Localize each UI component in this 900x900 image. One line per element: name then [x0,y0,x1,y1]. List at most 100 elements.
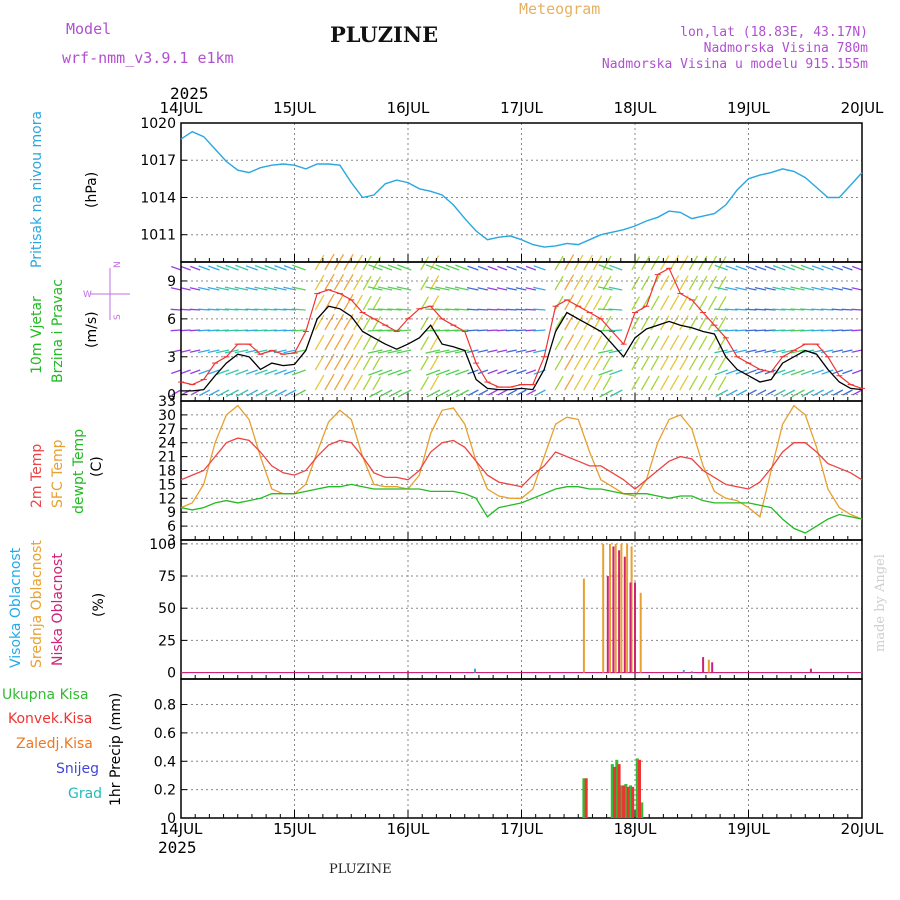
wind-arrow [669,354,680,371]
wind-arrow [800,369,815,376]
wind-arrow [467,265,479,271]
wind-arrow [679,255,689,271]
total-precip-bar [582,778,586,818]
wind-arrow [198,369,210,375]
wind-arrow [650,315,660,331]
wind-arrow [434,308,450,311]
temp-grid [180,400,863,541]
wind-arrow [515,308,527,311]
wind-arrow [255,389,268,397]
temp-ytick-label: 33 [158,394,176,410]
wind-arrow [265,389,278,397]
wind-arrow [650,355,660,371]
wind-arrow [707,295,718,311]
wind-arrow [254,349,268,354]
wind-arrow [198,265,210,271]
precip-label-graupel: Grad [68,786,103,802]
model-label: Model [66,20,112,38]
pressure-ytick-label: 1011 [140,228,176,244]
wind-arrow [554,355,564,371]
wind-arrow [170,349,182,353]
wind-arrow [800,286,815,291]
wind-arrow [841,329,853,332]
wind-arrow [842,265,853,271]
low_cloud-bar [629,582,632,673]
wind-arrow [497,389,508,396]
wind-arrow [477,287,489,291]
wind-arrow [698,275,708,291]
wind-arrow [631,356,641,371]
wind-arrow [564,334,575,351]
wind-arrow [291,329,306,332]
wind-arrow [397,389,412,398]
wind-arrow [235,389,249,397]
wind-arrow [602,255,612,271]
wind-arrow [592,375,603,391]
wind-arrow [525,349,537,353]
wind-arrow [435,264,450,271]
temp-ytick-label: 12 [158,491,176,507]
wind-arrow [573,354,584,371]
wind-arrow [554,315,564,331]
wind-arrow [444,329,460,332]
wind-arrow [387,286,402,291]
compass-rose-icon: N S W E [83,261,130,320]
wind-arrow [592,355,603,371]
wind-arrow [170,308,182,311]
wind-arrow [425,264,441,271]
wind-arrow [640,315,651,331]
wind-arrow [772,349,786,354]
wind-arrow [429,375,440,391]
wind-arrow [790,349,805,354]
wind-arrow [436,389,450,398]
wind-arrow [224,286,239,291]
wind-arrow [851,265,863,271]
wind-arrow [324,373,335,391]
wind-arrow [225,369,239,376]
wind-arrow [445,369,460,376]
pressure-line [180,130,863,248]
wind-arrow [362,295,372,311]
wind-arrow [189,329,201,332]
high_cloud-bar [682,670,685,673]
wind-arrow [245,286,258,291]
wind-arrow [820,286,834,291]
wind-arrow [592,255,603,271]
wind-arrow [198,286,210,291]
high_cloud-bar [474,668,476,673]
total-precip-bar [610,764,614,818]
mid_cloud-bar [614,543,617,673]
wind-arrow [254,286,268,291]
wind-arrow [362,255,372,271]
wind-arrow [811,265,824,271]
wind-arrow [533,329,546,332]
wind-arrow [445,264,460,271]
mid_cloud-bar [626,543,629,673]
wind-arrow [487,265,498,271]
wind-arrow [425,308,441,311]
wind-arrow [599,389,613,398]
wind-ytick-label: 9 [167,274,176,290]
wind-arrow [235,369,249,376]
wind-arrow [688,255,699,271]
wind-arrow [324,333,335,351]
wind-arrow [506,287,517,291]
wind-arrow [832,389,844,396]
wind-arrow [477,265,489,271]
wind-arrow [283,349,297,354]
wind-arrow [216,286,230,291]
low_cloud-bar [702,657,705,673]
wind-arrow [583,314,593,331]
precip-label-total: Ukupna Kisa [2,687,89,703]
wind-arrow [608,349,623,354]
wind-arrow [772,286,786,291]
wind-arrow [387,349,402,354]
wind-arrow [466,349,479,354]
wind-arrow [781,329,795,332]
wind-arrow [429,335,440,351]
wind-arrow [274,264,287,271]
wind-arrow [745,369,757,375]
wind-arrow [764,308,776,311]
wind-arrow [207,286,220,291]
